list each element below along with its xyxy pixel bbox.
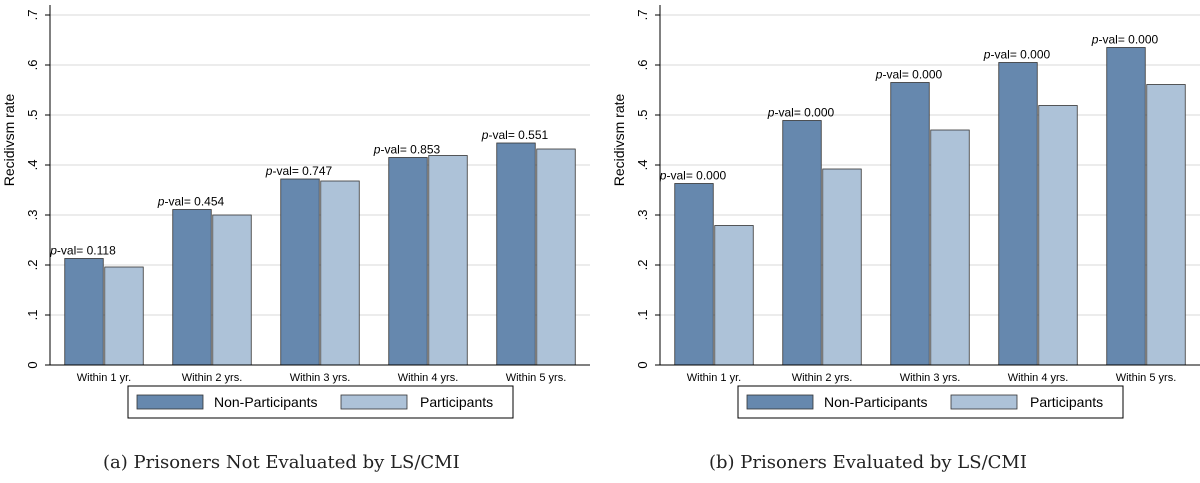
pvalue-prefix: p bbox=[1091, 33, 1099, 47]
y-tick-label: .7 bbox=[635, 10, 650, 21]
y-tick-label: .2 bbox=[635, 260, 650, 271]
pvalue-label: p-val= 0.000 bbox=[875, 68, 943, 82]
legend-swatch-non-participants bbox=[746, 394, 814, 410]
pvalue-prefix: p bbox=[983, 48, 991, 62]
y-tick-label: .4 bbox=[25, 160, 40, 171]
bar-non-participants bbox=[280, 178, 320, 366]
bar-non-participants bbox=[1106, 47, 1146, 366]
bar-participants bbox=[536, 148, 576, 366]
pvalue-number: -val= 0.747 bbox=[272, 164, 332, 178]
pvalue-label: p-val= 0.118 bbox=[49, 244, 116, 258]
pvalue-label: p-val= 0.000 bbox=[659, 169, 727, 183]
legend: Non-Participants Participants bbox=[127, 385, 514, 419]
x-tick-label: Within 4 yrs. bbox=[1008, 372, 1069, 384]
x-tick-label: Within 5 yrs. bbox=[1116, 372, 1177, 384]
y-tick-label: 0 bbox=[25, 361, 40, 368]
bar-non-participants bbox=[496, 142, 536, 366]
pvalue-number: -val= 0.551 bbox=[488, 128, 548, 142]
pvalue-label: p-val= 0.000 bbox=[1091, 33, 1159, 47]
pvalue-label: p-val= 0.000 bbox=[767, 106, 835, 120]
bar-non-participants bbox=[782, 120, 822, 366]
bar-non-participants bbox=[172, 209, 212, 366]
y-tick-label: .2 bbox=[25, 260, 40, 271]
pvalue-prefix: p bbox=[265, 164, 273, 178]
y-tick-label: .6 bbox=[25, 60, 40, 71]
pvalue-number: -val= 0.000 bbox=[990, 48, 1050, 62]
legend: Non-Participants Participants bbox=[737, 385, 1124, 419]
bar-participants bbox=[822, 168, 862, 366]
bar-participants bbox=[1038, 105, 1078, 366]
y-tick-label: 0 bbox=[635, 361, 650, 368]
bar-participants bbox=[104, 266, 144, 366]
legend-box bbox=[127, 385, 514, 419]
caption-panel-b: (b) Prisoners Evaluated by LS/CMI bbox=[709, 452, 1027, 473]
x-tick-label: Within 2 yrs. bbox=[182, 372, 243, 384]
pvalue-number: -val= 0.000 bbox=[774, 106, 834, 120]
x-tick-label: Within 1 yr. bbox=[687, 372, 741, 384]
pvalue-prefix: p bbox=[157, 195, 165, 209]
pvalue-prefix: p bbox=[875, 68, 883, 82]
pvalue-label: p-val= 0.454 bbox=[157, 195, 225, 209]
bar-non-participants bbox=[64, 258, 104, 366]
pvalue-number: -val= 0.000 bbox=[1098, 33, 1158, 47]
bar-participants bbox=[428, 155, 468, 366]
bar-participants bbox=[930, 129, 970, 366]
pvalue-label: p-val= 0.853 bbox=[373, 143, 441, 157]
legend-swatch-non-participants bbox=[136, 394, 204, 410]
legend-label-participants: Participants bbox=[420, 394, 493, 410]
legend-label-participants: Participants bbox=[1030, 394, 1103, 410]
pvalue-number: -val= 0.118 bbox=[57, 244, 116, 258]
y-tick-label: .3 bbox=[25, 210, 40, 221]
legend-label-non-participants: Non-Participants bbox=[824, 394, 928, 410]
x-tick-label: Within 4 yrs. bbox=[398, 372, 459, 384]
legend-label-non-participants: Non-Participants bbox=[214, 394, 318, 410]
x-tick-label: Within 3 yrs. bbox=[290, 372, 351, 384]
pvalue-label: p-val= 0.000 bbox=[983, 48, 1051, 62]
pvalue-label: p-val= 0.551 bbox=[481, 128, 549, 142]
bar-participants bbox=[212, 214, 252, 366]
bar-participants bbox=[714, 225, 754, 366]
bar-non-participants bbox=[674, 183, 714, 366]
pvalue-number: -val= 0.000 bbox=[666, 169, 726, 183]
pvalue-prefix: p bbox=[767, 106, 775, 120]
caption-panel-a: (a) Prisoners Not Evaluated by LS/CMI bbox=[103, 452, 460, 473]
x-tick-label: Within 3 yrs. bbox=[900, 372, 961, 384]
y-tick-label: .5 bbox=[25, 110, 40, 121]
y-tick-label: .3 bbox=[635, 210, 650, 221]
x-tick-label: Within 2 yrs. bbox=[792, 372, 853, 384]
bar-non-participants bbox=[890, 82, 930, 366]
bar-participants bbox=[1146, 84, 1186, 366]
y-tick-label: .7 bbox=[25, 10, 40, 21]
x-tick-label: Within 5 yrs. bbox=[506, 372, 567, 384]
y-tick-label: .1 bbox=[635, 310, 650, 321]
legend-swatch-participants bbox=[340, 394, 408, 410]
bar-participants bbox=[320, 180, 360, 366]
pvalue-number: -val= 0.000 bbox=[882, 68, 942, 82]
y-axis-title: Recidivsm rate bbox=[1, 94, 17, 187]
legend-swatch-participants bbox=[950, 394, 1018, 410]
bar-non-participants bbox=[998, 62, 1038, 366]
bar-non-participants bbox=[388, 157, 428, 366]
pvalue-label: p-val= 0.747 bbox=[265, 164, 333, 178]
y-axis-title: Recidivsm rate bbox=[611, 94, 627, 187]
y-tick-label: .4 bbox=[635, 160, 650, 171]
y-tick-label: .5 bbox=[635, 110, 650, 121]
y-tick-label: .1 bbox=[25, 310, 40, 321]
pvalue-prefix: p bbox=[659, 169, 667, 183]
x-tick-label: Within 1 yr. bbox=[77, 372, 131, 384]
y-tick-label: .6 bbox=[635, 60, 650, 71]
pvalue-number: -val= 0.853 bbox=[380, 143, 440, 157]
pvalue-prefix: p bbox=[373, 143, 381, 157]
pvalue-number: -val= 0.454 bbox=[164, 195, 224, 209]
pvalue-prefix: p bbox=[481, 128, 489, 142]
pvalue-prefix: p bbox=[49, 244, 57, 258]
